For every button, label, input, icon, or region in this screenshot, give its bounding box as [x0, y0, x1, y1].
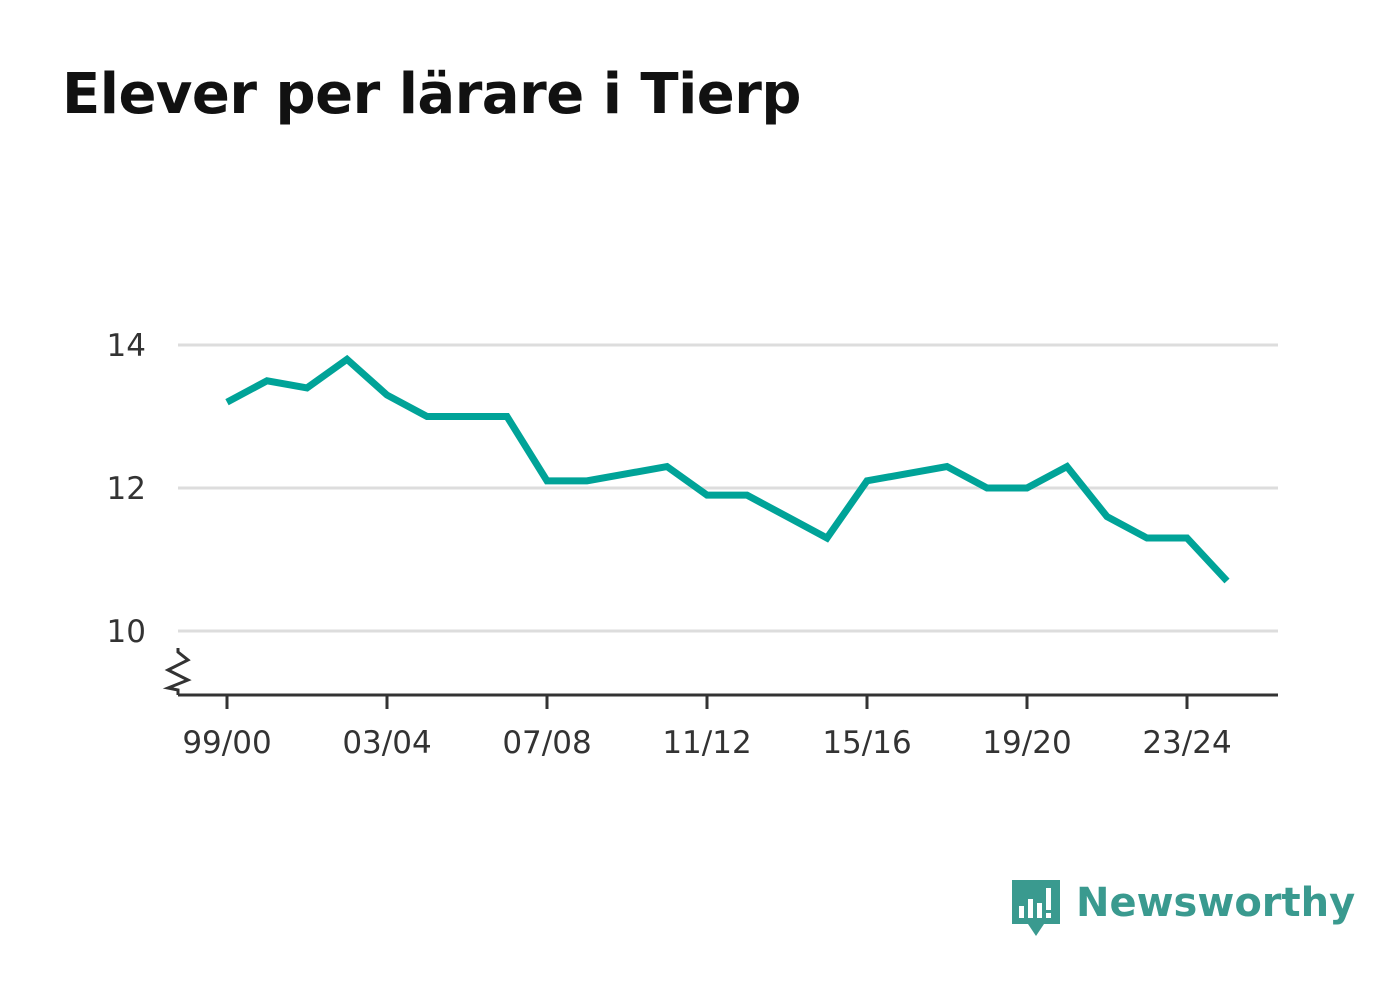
data-point	[467, 416, 468, 417]
x-tick-label: 03/04	[342, 725, 431, 761]
y-axis-break	[162, 648, 192, 695]
data-point	[1027, 488, 1028, 489]
x-tick-label: 15/16	[822, 725, 911, 761]
brand-logo: Newsworthy	[1010, 878, 1355, 940]
data-point	[347, 359, 348, 360]
data-point	[827, 538, 828, 539]
data-point	[507, 416, 508, 417]
x-tick-label: 19/20	[982, 725, 1071, 761]
data-point	[667, 466, 668, 467]
newsworthy-logo-icon	[1012, 880, 1060, 936]
data-point	[427, 416, 428, 417]
data-point	[587, 480, 588, 481]
data-point	[547, 480, 548, 481]
data-point	[907, 473, 908, 474]
data-point	[947, 466, 948, 467]
y-tick-label: 14	[107, 328, 146, 364]
x-tick-label: 11/12	[662, 725, 751, 761]
y-tick-label: 10	[107, 614, 146, 650]
data-point	[987, 488, 988, 489]
data-point	[787, 516, 788, 517]
gridlines	[178, 343, 1278, 633]
x-tick-label: 99/00	[182, 725, 271, 761]
x-axis: 99/00 03/04 07/08 11/12 15/16 19/20 23/24	[162, 648, 1278, 761]
data-point	[1227, 580, 1228, 581]
data-point	[627, 473, 628, 474]
data-point	[387, 395, 388, 396]
x-tick-label: 23/24	[1142, 725, 1231, 761]
chart-title: Elever per lärare i Tierp	[62, 62, 801, 127]
x-tick-label: 07/08	[502, 725, 591, 761]
y-axis-ticks: 10 12 14	[107, 328, 146, 650]
data-point	[1147, 538, 1148, 539]
data-point	[227, 402, 228, 403]
data-point	[1107, 516, 1108, 517]
series-line-0	[225, 354, 1230, 584]
data-point	[867, 480, 868, 481]
data-point	[707, 495, 708, 496]
data-point	[267, 380, 268, 381]
data-point	[1187, 538, 1188, 539]
data-point	[307, 387, 308, 388]
series-lines	[225, 354, 1230, 584]
brand-name: Newsworthy	[1076, 880, 1356, 926]
y-tick-label: 12	[107, 471, 146, 507]
data-point	[1067, 466, 1068, 467]
data-point	[747, 495, 748, 496]
